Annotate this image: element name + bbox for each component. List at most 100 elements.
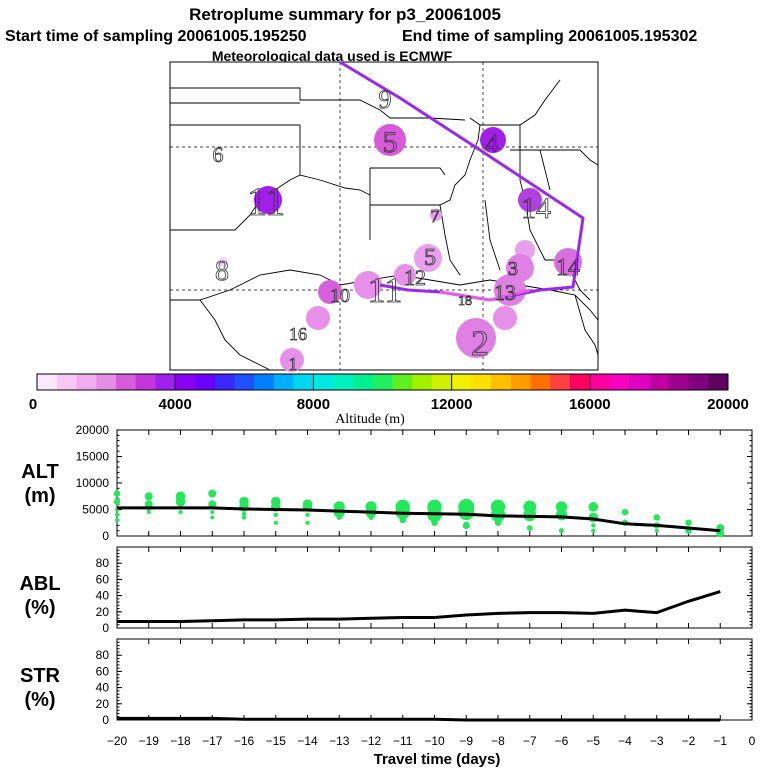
y-tick-label: 0 xyxy=(102,529,109,543)
colorbar-label: Altitude (m) xyxy=(335,412,405,427)
altitude-colorbar: 0 4000 8000 12000 16000 20000 Altitude (m) xyxy=(29,373,749,427)
plume-marker xyxy=(506,254,534,282)
x-tick-label: −15 xyxy=(266,734,287,748)
altitude-point xyxy=(555,501,568,513)
plume-marker xyxy=(456,318,496,358)
chart-frame xyxy=(116,638,753,721)
colorbar-cell xyxy=(412,374,433,390)
x-tick-label: 0 xyxy=(749,734,756,748)
x-tick-label: −10 xyxy=(424,734,445,748)
plume-markers xyxy=(218,124,582,372)
altitude-point xyxy=(494,519,502,526)
x-tick-label: −9 xyxy=(459,734,473,748)
colorbar-cell xyxy=(135,374,156,390)
altitude-point xyxy=(458,504,475,521)
altitude-point xyxy=(241,515,247,520)
colorbar-cell xyxy=(431,374,453,390)
plume-marker xyxy=(218,257,228,267)
panel-ylabel: ABL xyxy=(19,573,60,595)
day-label: 18 xyxy=(458,294,472,309)
day-label: 1 xyxy=(289,354,298,374)
colorbar-cell xyxy=(392,374,413,390)
series-line xyxy=(117,716,721,722)
chart-panel-3: 0 20 40 60 80 STR(%) xyxy=(20,638,753,727)
day-label: 5 xyxy=(383,126,398,159)
colorbar-cell xyxy=(254,374,275,390)
chart-frame xyxy=(116,546,753,629)
x-tick-label: −16 xyxy=(234,734,255,748)
y-tick-label: 0 xyxy=(102,621,109,635)
colorbar-tick-label: 12000 xyxy=(431,396,473,413)
colorbar-cell xyxy=(56,374,77,390)
plume-marker xyxy=(394,264,416,286)
colorbar-cell xyxy=(530,374,551,390)
day-label: 4 xyxy=(486,129,499,158)
panel-ylabel: ALT xyxy=(21,461,58,483)
plume-marker xyxy=(306,306,330,330)
y-tick-label: 20000 xyxy=(76,423,110,437)
colorbar-tick-label: 16000 xyxy=(569,396,611,413)
start-time: Start time of sampling 20061005.195250 xyxy=(5,28,307,45)
plume-marker xyxy=(518,188,542,212)
x-tick-label: −17 xyxy=(202,734,223,748)
altitude-point xyxy=(210,510,215,515)
plume-marker xyxy=(254,186,282,214)
colorbar-cell xyxy=(609,374,630,390)
y-tick-label: 60 xyxy=(96,664,110,678)
plume-marker xyxy=(480,127,506,153)
day-label: 6 xyxy=(213,142,224,167)
time-series-panels: 05000100001500020000ALT(m)020406080ABL(%… xyxy=(19,423,753,727)
x-tick-label: −4 xyxy=(618,734,632,748)
day-label: 13 xyxy=(494,280,516,305)
colorbar-cell xyxy=(194,374,216,390)
x-axis: −20 −19 −18 −17 −16 −15 −14 −13 −12 −11 −10 −9 −8 −7−… xyxy=(107,734,756,748)
y-tick-label: 5000 xyxy=(82,503,109,517)
colorbar-cell xyxy=(668,374,690,390)
x-tick-label: −13 xyxy=(329,734,350,748)
altitude-point xyxy=(431,519,438,526)
altitude-point xyxy=(113,490,121,497)
x-tick-label: −6 xyxy=(555,734,569,748)
y-tick-label: 0 xyxy=(102,713,109,727)
x-tick-label: −3 xyxy=(650,734,664,748)
colorbar-tick-label: 0 xyxy=(29,396,37,413)
altitude-point xyxy=(210,515,215,520)
y-tick-label: 20 xyxy=(96,697,110,711)
figure-title: Retroplume summary for p3_20061005 xyxy=(189,5,501,24)
day-label: 2 xyxy=(471,323,489,363)
mean-trajectory xyxy=(339,60,585,302)
y-tick-label: 15000 xyxy=(76,450,110,464)
altitude-point xyxy=(591,523,596,528)
day-label: 16 xyxy=(289,324,307,344)
mean-altitude-line xyxy=(117,506,721,533)
colorbar-cell xyxy=(510,374,532,390)
altitude-point xyxy=(555,509,568,521)
y-tick-label: 60 xyxy=(96,572,110,586)
colorbar-cell xyxy=(273,374,295,390)
colorbar-cell xyxy=(708,374,729,390)
day-label: 11 xyxy=(368,270,403,310)
plume-marker xyxy=(280,348,304,372)
colorbar-cell xyxy=(115,374,137,390)
x-tick-label: −20 xyxy=(107,734,128,748)
altitude-point xyxy=(654,528,659,533)
colorbar-tick-label: 20000 xyxy=(707,396,749,413)
plume-marker xyxy=(430,209,442,221)
plume-marker xyxy=(354,271,382,299)
altitude-point xyxy=(591,528,596,533)
altitude-point xyxy=(178,509,183,515)
colorbar-cell xyxy=(550,374,571,390)
altitude-point xyxy=(526,525,533,531)
chart-panel-1: 0 5000 10000 15000 20000 ALT(m) xyxy=(21,423,753,543)
altitude-point xyxy=(273,520,278,525)
colorbar-cell xyxy=(629,374,650,390)
colorbar-cell xyxy=(37,374,58,390)
plume-marker xyxy=(374,124,406,156)
colorbar-cell xyxy=(155,374,176,390)
y-tick-label: 40 xyxy=(96,681,110,695)
altitude-point xyxy=(653,514,660,521)
colorbar-cell xyxy=(214,374,235,390)
altitude-point xyxy=(115,518,119,523)
